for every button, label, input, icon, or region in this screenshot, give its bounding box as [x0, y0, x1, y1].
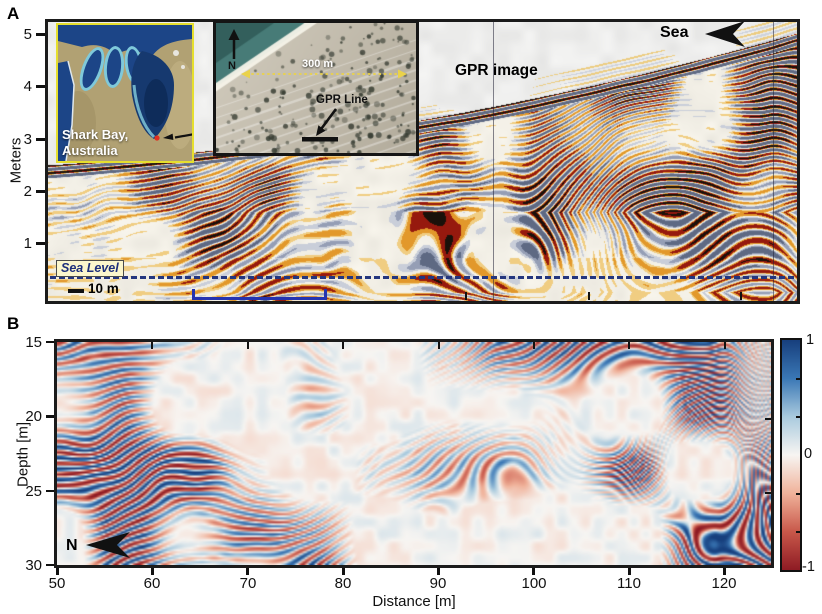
scalebar-label: 10 m — [88, 281, 119, 296]
panel-b-top-tick — [151, 342, 153, 349]
panel-b-frame — [54, 339, 774, 568]
panel-b-xtick-70: 70 — [239, 575, 257, 592]
panel-a-bottom-tick — [740, 292, 742, 300]
panel-a-ytick-5: 5 — [23, 26, 32, 43]
panel-b-ytick-mark — [46, 415, 54, 418]
panel-b-ytick-mark — [46, 489, 54, 492]
panel-b-ytick-15: 15 — [25, 334, 42, 351]
aerial-scale-label: 300 m — [302, 58, 334, 70]
panel-b-xtick-mark — [532, 568, 535, 575]
colorbar-gradient — [782, 340, 800, 570]
sea-level-label: Sea Level — [56, 260, 124, 277]
aerial-gpr-line-label: GPR Line — [316, 94, 368, 106]
panel-a-bottom-tick — [588, 292, 590, 300]
panel-a-ytick-3: 3 — [23, 131, 32, 148]
panel-a-ytick-1: 1 — [23, 235, 32, 252]
panel-b-xtick-90: 90 — [429, 575, 447, 592]
panel-a-label: A — [7, 4, 20, 23]
colorbar-tick — [796, 378, 800, 380]
panel-a-ytick-mark — [36, 189, 45, 193]
panel-b-xtick-mark — [56, 568, 59, 575]
panel-b-xtick-80: 80 — [334, 575, 352, 592]
panel-b-xtick-mark — [342, 568, 345, 575]
map-inset: Shark Bay, Australia — [56, 23, 194, 163]
colorbar-tick — [796, 493, 800, 495]
panel-b-top-tick — [724, 342, 726, 349]
panel-b-top-tick — [247, 342, 249, 349]
sea-label: Sea — [660, 24, 689, 41]
panel-b-ytick-20: 20 — [25, 408, 42, 425]
panel-b-extent-bracket — [192, 297, 327, 300]
panel-b-label: B — [7, 314, 20, 333]
panel-b-top-tick — [438, 342, 440, 349]
colorbar-tick — [796, 416, 800, 418]
colorbar — [780, 338, 802, 572]
panel-b-top-tick — [533, 342, 535, 349]
panel-b-xtick-mark — [437, 568, 440, 575]
panel-a-bottom-tick — [465, 292, 467, 300]
panel-b-right-tick — [765, 492, 771, 494]
map-site-arrow-icon — [174, 133, 192, 139]
gpr-image-label: GPR image — [455, 62, 538, 79]
panel-b-xtick-100: 100 — [521, 575, 547, 592]
panel-b-ytick-30: 30 — [25, 557, 42, 574]
map-caption-line2: Australia — [62, 143, 118, 158]
panel-b-ytick-mark — [46, 340, 54, 343]
panel-b-ytick-mark — [46, 563, 54, 566]
aerial-north-label: N — [228, 60, 236, 72]
panel-a-ytick-mark — [36, 241, 45, 245]
panel-b-north-label: N — [66, 537, 78, 554]
panel-a-refline-1 — [493, 22, 494, 301]
panel-b-top-tick — [342, 342, 344, 349]
panel-b-xtick-50: 50 — [48, 575, 66, 592]
shark-bay-map-graphic — [58, 25, 192, 161]
panel-b-north-arrow-icon — [86, 532, 130, 558]
panel-a-refline-2 — [773, 22, 774, 301]
colorbar-label-0: 0 — [804, 446, 813, 462]
aerial-inset: N 300 m GPR Line — [213, 20, 419, 156]
colorbar-tick — [796, 531, 800, 533]
map-site-dot — [154, 135, 160, 141]
panel-b-xtick-110: 110 — [617, 575, 641, 592]
scalebar-line — [68, 289, 84, 293]
panel-a-ytick-4: 4 — [23, 78, 32, 95]
aerial-overlay-graphic — [228, 29, 407, 142]
panel-b-xtick-60: 60 — [143, 575, 161, 592]
panel-b-xlabel: Distance [m] — [372, 593, 456, 610]
panel-b-extent-bracket-end — [192, 289, 195, 300]
sea-arrow-icon — [705, 21, 745, 47]
colorbar-label-1: 1 — [806, 332, 815, 348]
panel-b-right-tick — [765, 418, 771, 420]
panel-b-xtick-mark — [151, 568, 154, 575]
panel-b-xtick-mark — [723, 568, 726, 575]
gpr-line-mark — [302, 137, 338, 142]
panel-b-ytick-25: 25 — [25, 483, 42, 500]
aerial-photo-canvas — [216, 23, 416, 153]
colorbar-label-neg1: -1 — [802, 559, 815, 575]
panel-a-ytick-mark — [36, 137, 45, 141]
map-caption-line1: Shark Bay, — [62, 127, 129, 142]
panel-b-extent-bracket-end — [324, 289, 327, 300]
gpr-line-arrow-icon — [320, 108, 338, 130]
panel-b-xtick-mark — [628, 568, 631, 575]
panel-b-xtick-mark — [246, 568, 249, 575]
panel-b-xtick-120: 120 — [711, 575, 737, 592]
panel-b-canvas — [57, 342, 771, 565]
panel-a-ytick-mark — [36, 32, 45, 36]
panel-a-ytick-mark — [36, 84, 45, 88]
panel-a-ytick-2: 2 — [23, 183, 32, 200]
panel-b-top-tick — [628, 342, 630, 349]
sea-level-line — [50, 276, 794, 279]
